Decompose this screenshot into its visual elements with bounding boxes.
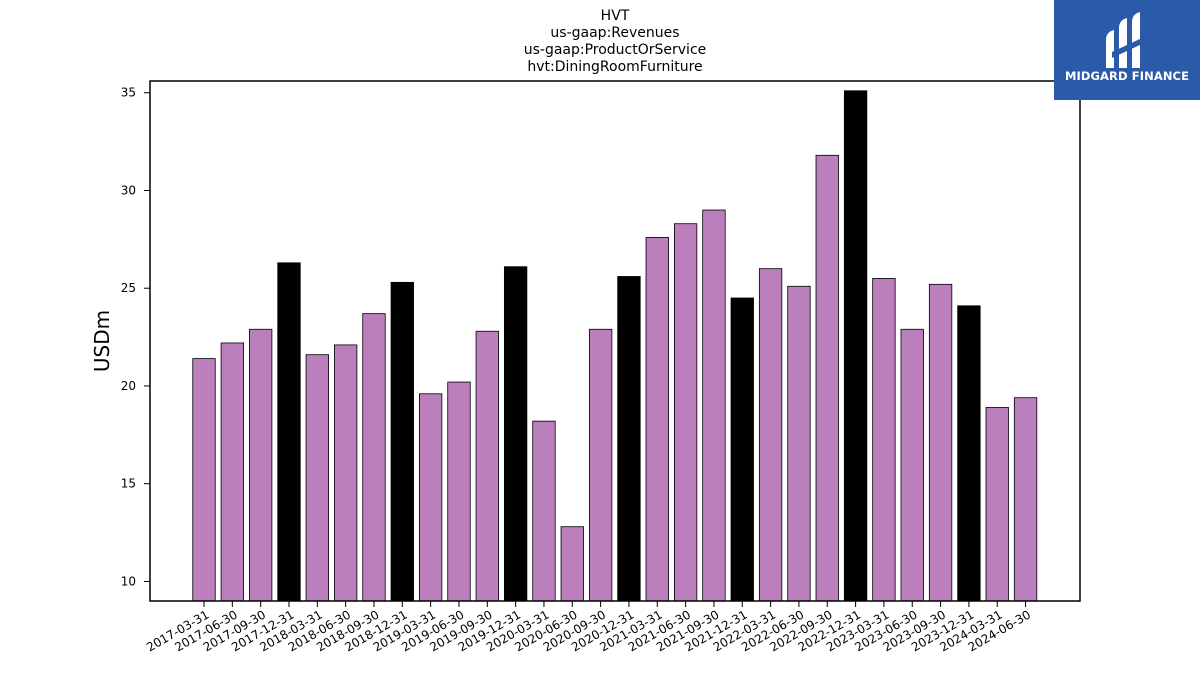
- bar-2022-03-31: [758, 268, 783, 602]
- y-tick-label: 25: [121, 281, 136, 295]
- bar-2019-09-30: [475, 330, 499, 602]
- bar-2021-12-31: [730, 297, 754, 602]
- title-line-4: hvt:DiningRoomFurniture: [527, 59, 702, 75]
- plot-frame: [149, 80, 1081, 602]
- bar-2022-06-30: [787, 285, 811, 602]
- y-tick-label: 20: [121, 379, 136, 393]
- bar-2020-09-30: [588, 328, 613, 602]
- y-tick-label: 35: [121, 86, 136, 100]
- bar-2020-03-31: [532, 420, 556, 602]
- bar-2019-12-31: [503, 266, 528, 602]
- bar-2021-06-30: [673, 223, 698, 602]
- bar-2023-09-30: [928, 283, 953, 602]
- y-tick-label: 15: [121, 477, 136, 491]
- midgard-finance-logo: MIDGARD FINANCE: [1054, 0, 1200, 100]
- title-line-3: us-gaap:ProductOrService: [524, 42, 707, 58]
- bars-group: [192, 90, 1038, 602]
- bar-2017-06-30: [220, 342, 244, 602]
- bar-2023-12-31: [957, 305, 981, 602]
- y-axis-label: USDm: [90, 310, 114, 372]
- title-line-2: us-gaap:Revenues: [550, 25, 679, 41]
- chart-title: HVT us-gaap:Revenues us-gaap:ProductOrSe…: [524, 8, 707, 75]
- bar-2018-03-31: [305, 354, 329, 602]
- bar-2023-03-31: [872, 278, 896, 602]
- bar-2019-06-30: [447, 381, 471, 602]
- logo-text: MIDGARD FINANCE: [1064, 69, 1190, 83]
- y-tick-label: 30: [121, 183, 136, 197]
- bar-2021-03-31: [645, 236, 669, 602]
- bar-2020-06-30: [560, 526, 584, 602]
- bar-2017-12-31: [277, 262, 301, 602]
- bar-2017-09-30: [249, 328, 273, 602]
- bar-2018-09-30: [362, 313, 386, 602]
- y-tick-label: 10: [121, 574, 136, 588]
- x-axis: 2017-03-312017-06-302017-09-302017-12-31…: [144, 601, 1033, 654]
- title-line-1: HVT: [601, 8, 630, 24]
- bar-2022-12-31: [843, 90, 868, 602]
- bar-2018-12-31: [390, 281, 414, 602]
- bar-2017-03-31: [192, 358, 216, 602]
- bar-2019-03-31: [418, 393, 443, 602]
- bar-2018-06-30: [333, 344, 358, 602]
- bar-2022-09-30: [815, 154, 839, 602]
- logo-mark-icon: [1106, 12, 1142, 68]
- y-axis: 10 15 20 25 30 35: [121, 86, 150, 588]
- bar-2020-12-31: [617, 276, 641, 602]
- bar-2024-03-31: [985, 407, 1009, 602]
- bar-2021-09-30: [702, 209, 726, 602]
- bar-2024-06-30: [1013, 397, 1038, 602]
- bar-2023-06-30: [900, 328, 924, 602]
